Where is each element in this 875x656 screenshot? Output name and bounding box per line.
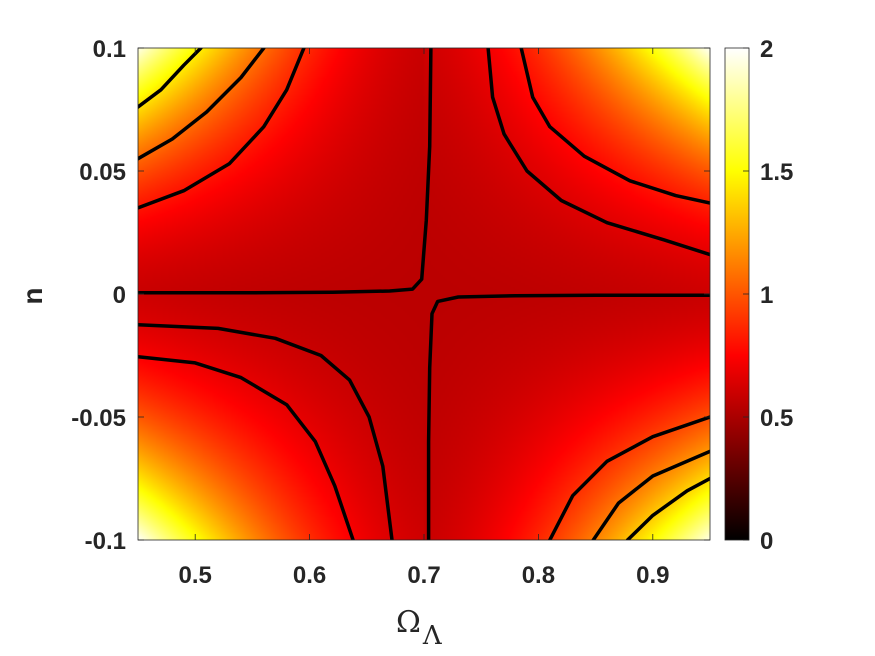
x-tick-label: 0.5	[179, 562, 212, 589]
x-tick-label: 0.8	[522, 562, 555, 589]
y-axis-ticks: -0.1 -0.05 0 0.05 0.1	[71, 36, 710, 555]
contour-line-8	[138, 48, 266, 161]
contour-line-2	[138, 323, 394, 540]
y-tick-label: 0.05	[79, 159, 126, 186]
contour-line-7	[548, 415, 710, 540]
contour-line-6	[138, 48, 306, 210]
contour-line-5	[519, 48, 710, 205]
colorbar-tick-label: 0	[760, 528, 773, 555]
colorbar-tick-label: 1.5	[760, 159, 793, 186]
x-axis-label: ΩΛ	[396, 605, 443, 651]
contour-line-4	[138, 354, 355, 540]
y-tick-label: 0.1	[93, 36, 126, 63]
contour-line-10	[138, 48, 203, 109]
x-axis-label-main: Ω	[396, 605, 421, 640]
colorbar: 0 0.5 1 1.5 2	[724, 36, 793, 555]
colorbar-ticks: 0 0.5 1 1.5 2	[743, 36, 793, 555]
x-tick-label: 0.9	[636, 562, 669, 589]
contour-line-9	[591, 449, 710, 540]
x-axis-ticks: 0.5 0.6 0.7 0.8 0.9	[179, 48, 669, 589]
x-tick-label: 0.7	[407, 562, 440, 589]
contour-line-3	[486, 48, 710, 257]
colorbar-tick-label: 0.5	[760, 405, 793, 432]
y-tick-label: -0.1	[85, 528, 126, 555]
x-axis-label-subscript: Λ	[422, 621, 443, 651]
contour-line-11	[625, 476, 710, 540]
contour-line-0	[138, 48, 433, 295]
colorbar-tick-label: 2	[760, 36, 773, 63]
x-tick-label: 0.6	[293, 562, 326, 589]
y-tick-label: 0	[113, 282, 126, 309]
contour-lines	[138, 48, 710, 540]
y-axis-label: n	[17, 287, 48, 304]
colorbar-gradient	[724, 47, 750, 541]
y-tick-label: -0.05	[71, 405, 126, 432]
colorbar-tick-label: 1	[760, 282, 773, 309]
contour-line-1	[426, 293, 710, 540]
